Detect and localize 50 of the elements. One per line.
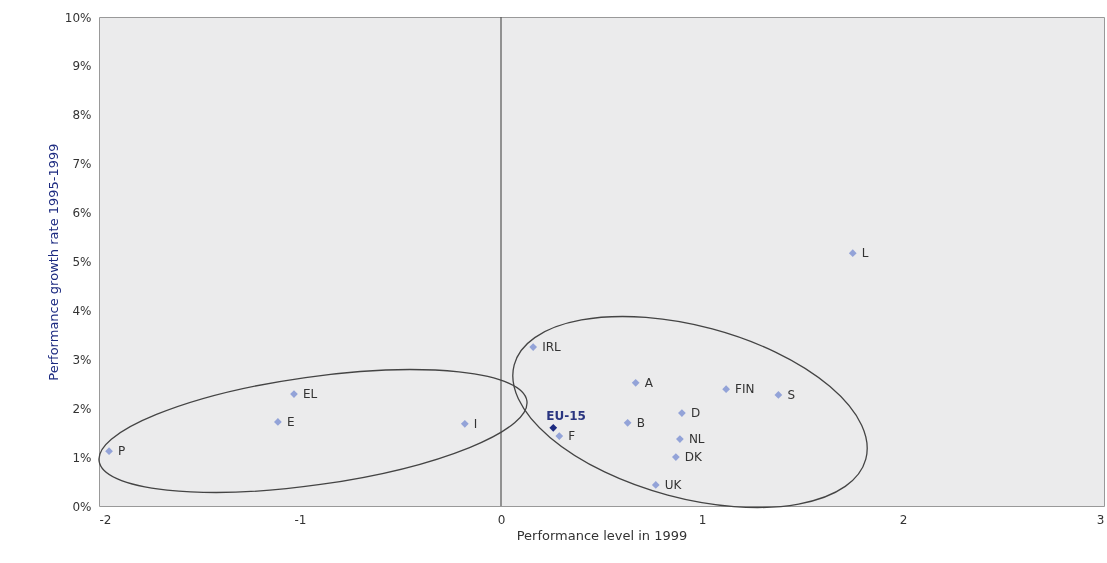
annotation: S <box>787 388 796 402</box>
y-tick-label: 2% <box>72 401 92 416</box>
point <box>555 432 564 440</box>
x-tick-label: 1 <box>698 512 707 527</box>
point <box>105 447 113 456</box>
point <box>651 481 660 489</box>
point <box>848 249 857 258</box>
y-tick-label: 8% <box>72 108 92 123</box>
annotation: D <box>690 406 701 421</box>
point <box>274 418 282 426</box>
point <box>623 419 632 427</box>
y-tick-label: 3% <box>72 352 92 367</box>
annotation: P <box>118 444 126 459</box>
point <box>631 378 640 387</box>
annotation: E <box>286 414 295 429</box>
x-tick-label: 2 <box>899 512 908 527</box>
point <box>676 435 684 443</box>
y-tick-label: 5% <box>72 255 92 269</box>
point <box>549 423 558 432</box>
annotation: EL <box>302 387 318 402</box>
annotation: EU-15 <box>546 408 586 423</box>
annotation: UK <box>664 477 683 492</box>
y-tick-label: 10% <box>64 10 92 25</box>
annotation: I <box>473 416 478 431</box>
annotation: NL <box>688 432 705 447</box>
annotation: B <box>636 415 645 430</box>
annotation: A <box>644 375 654 390</box>
y-tick-label: 1% <box>72 450 92 465</box>
point <box>774 391 783 399</box>
x-axis-title: Performance level in 1999 <box>516 527 688 543</box>
annotation: L <box>861 246 869 261</box>
x-tick-label: 0 <box>497 512 506 527</box>
y-tick-label: 9% <box>72 59 92 74</box>
y-axis-title: Performance growth rate 1995-1999 <box>45 143 61 381</box>
annotation: FIN <box>735 382 755 397</box>
annotation: F <box>568 429 576 444</box>
y-tick-label: 0% <box>72 499 92 514</box>
annotation: IRL <box>542 340 562 355</box>
y-tick-label: 4% <box>72 303 92 318</box>
point <box>672 453 680 461</box>
point <box>678 409 686 417</box>
point <box>722 385 730 393</box>
point <box>529 343 538 351</box>
point <box>460 419 469 428</box>
x-tick-label: -2 <box>99 512 112 527</box>
y-tick-label: 7% <box>72 157 92 172</box>
x-tick-label: -1 <box>294 512 307 527</box>
x-tick-label: 3 <box>1096 512 1105 527</box>
y-tick-label: 6% <box>72 206 92 221</box>
annotation: DK <box>684 450 704 465</box>
